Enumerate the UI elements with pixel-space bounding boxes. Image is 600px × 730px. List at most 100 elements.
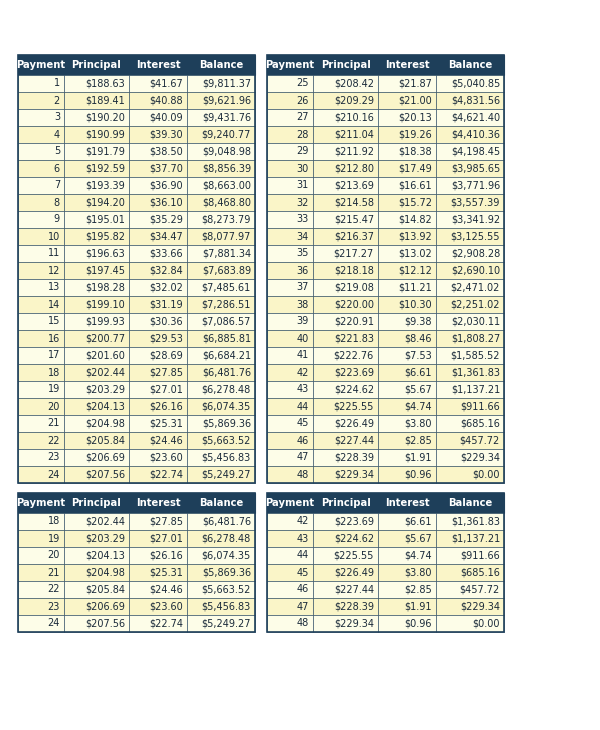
Bar: [64, 313, 129, 330]
Text: $204.13: $204.13: [85, 550, 125, 561]
Bar: [18, 347, 64, 364]
Bar: [378, 564, 436, 581]
Text: 44: 44: [297, 550, 309, 561]
Text: $16.61: $16.61: [398, 180, 432, 191]
Text: 35: 35: [296, 248, 309, 258]
Bar: [313, 381, 378, 398]
Bar: [436, 211, 504, 228]
Bar: [313, 581, 378, 598]
Bar: [313, 296, 378, 313]
Bar: [129, 347, 187, 364]
Bar: [129, 177, 187, 194]
Bar: [64, 330, 129, 347]
Bar: [378, 194, 436, 211]
Bar: [436, 466, 504, 483]
Bar: [64, 126, 129, 143]
Bar: [187, 279, 255, 296]
Bar: [64, 449, 129, 466]
Text: Payment: Payment: [16, 60, 65, 70]
Bar: [313, 245, 378, 262]
Text: $3,341.92: $3,341.92: [451, 215, 500, 225]
Text: 18: 18: [48, 367, 60, 377]
Bar: [378, 92, 436, 109]
Text: $4,621.40: $4,621.40: [451, 112, 500, 123]
Text: $8,273.79: $8,273.79: [202, 215, 251, 225]
Bar: [313, 330, 378, 347]
Bar: [378, 55, 436, 75]
Text: $5,249.27: $5,249.27: [202, 469, 251, 480]
Text: $7,485.61: $7,485.61: [202, 283, 251, 293]
Text: $24.46: $24.46: [149, 436, 183, 445]
Text: $200.77: $200.77: [85, 334, 125, 344]
Bar: [267, 466, 313, 483]
Text: $193.39: $193.39: [85, 180, 125, 191]
Text: $30.36: $30.36: [149, 317, 183, 326]
Text: $36.90: $36.90: [149, 180, 183, 191]
Text: $212.80: $212.80: [334, 164, 374, 174]
Text: $6,481.76: $6,481.76: [202, 367, 251, 377]
Bar: [187, 432, 255, 449]
Text: $1,585.52: $1,585.52: [451, 350, 500, 361]
Bar: [129, 415, 187, 432]
Bar: [187, 513, 255, 530]
Bar: [313, 75, 378, 92]
Text: $5.67: $5.67: [404, 534, 432, 544]
Text: $4,831.56: $4,831.56: [451, 96, 500, 106]
Bar: [129, 547, 187, 564]
Text: 1: 1: [54, 79, 60, 88]
Text: 43: 43: [297, 534, 309, 544]
Bar: [378, 530, 436, 547]
Bar: [267, 194, 313, 211]
Bar: [267, 432, 313, 449]
Bar: [267, 493, 313, 513]
Text: $192.59: $192.59: [85, 164, 125, 174]
Text: $33.66: $33.66: [149, 248, 183, 258]
Bar: [378, 466, 436, 483]
Text: $2,251.02: $2,251.02: [451, 299, 500, 310]
Bar: [129, 262, 187, 279]
Text: $685.16: $685.16: [460, 418, 500, 429]
Bar: [64, 432, 129, 449]
Text: $7,881.34: $7,881.34: [202, 248, 251, 258]
Bar: [129, 55, 187, 75]
Text: $194.20: $194.20: [85, 198, 125, 207]
Text: $34.47: $34.47: [149, 231, 183, 242]
Text: $227.44: $227.44: [334, 585, 374, 594]
Text: $26.16: $26.16: [149, 550, 183, 561]
Text: $4,410.36: $4,410.36: [451, 129, 500, 139]
Bar: [313, 126, 378, 143]
Text: $199.93: $199.93: [85, 317, 125, 326]
Bar: [267, 598, 313, 615]
Text: $9,431.76: $9,431.76: [202, 112, 251, 123]
Text: 24: 24: [47, 618, 60, 629]
Bar: [378, 513, 436, 530]
Bar: [187, 245, 255, 262]
Bar: [187, 493, 255, 513]
Bar: [267, 92, 313, 109]
Text: 42: 42: [296, 367, 309, 377]
Bar: [18, 143, 64, 160]
Bar: [436, 598, 504, 615]
Text: $189.41: $189.41: [85, 96, 125, 106]
Bar: [64, 55, 129, 75]
Text: $28.69: $28.69: [149, 350, 183, 361]
Text: $0.00: $0.00: [473, 618, 500, 629]
Bar: [129, 194, 187, 211]
Text: $204.98: $204.98: [85, 567, 125, 577]
Bar: [378, 177, 436, 194]
Bar: [129, 109, 187, 126]
Text: $215.47: $215.47: [334, 215, 374, 225]
Bar: [378, 493, 436, 513]
Bar: [436, 160, 504, 177]
Text: 29: 29: [296, 147, 309, 156]
Bar: [436, 398, 504, 415]
Bar: [187, 415, 255, 432]
Bar: [129, 330, 187, 347]
Bar: [436, 415, 504, 432]
Bar: [129, 364, 187, 381]
Bar: [18, 211, 64, 228]
Text: $40.88: $40.88: [149, 96, 183, 106]
Text: $8,077.97: $8,077.97: [202, 231, 251, 242]
Bar: [187, 194, 255, 211]
Text: $21.87: $21.87: [398, 79, 432, 88]
